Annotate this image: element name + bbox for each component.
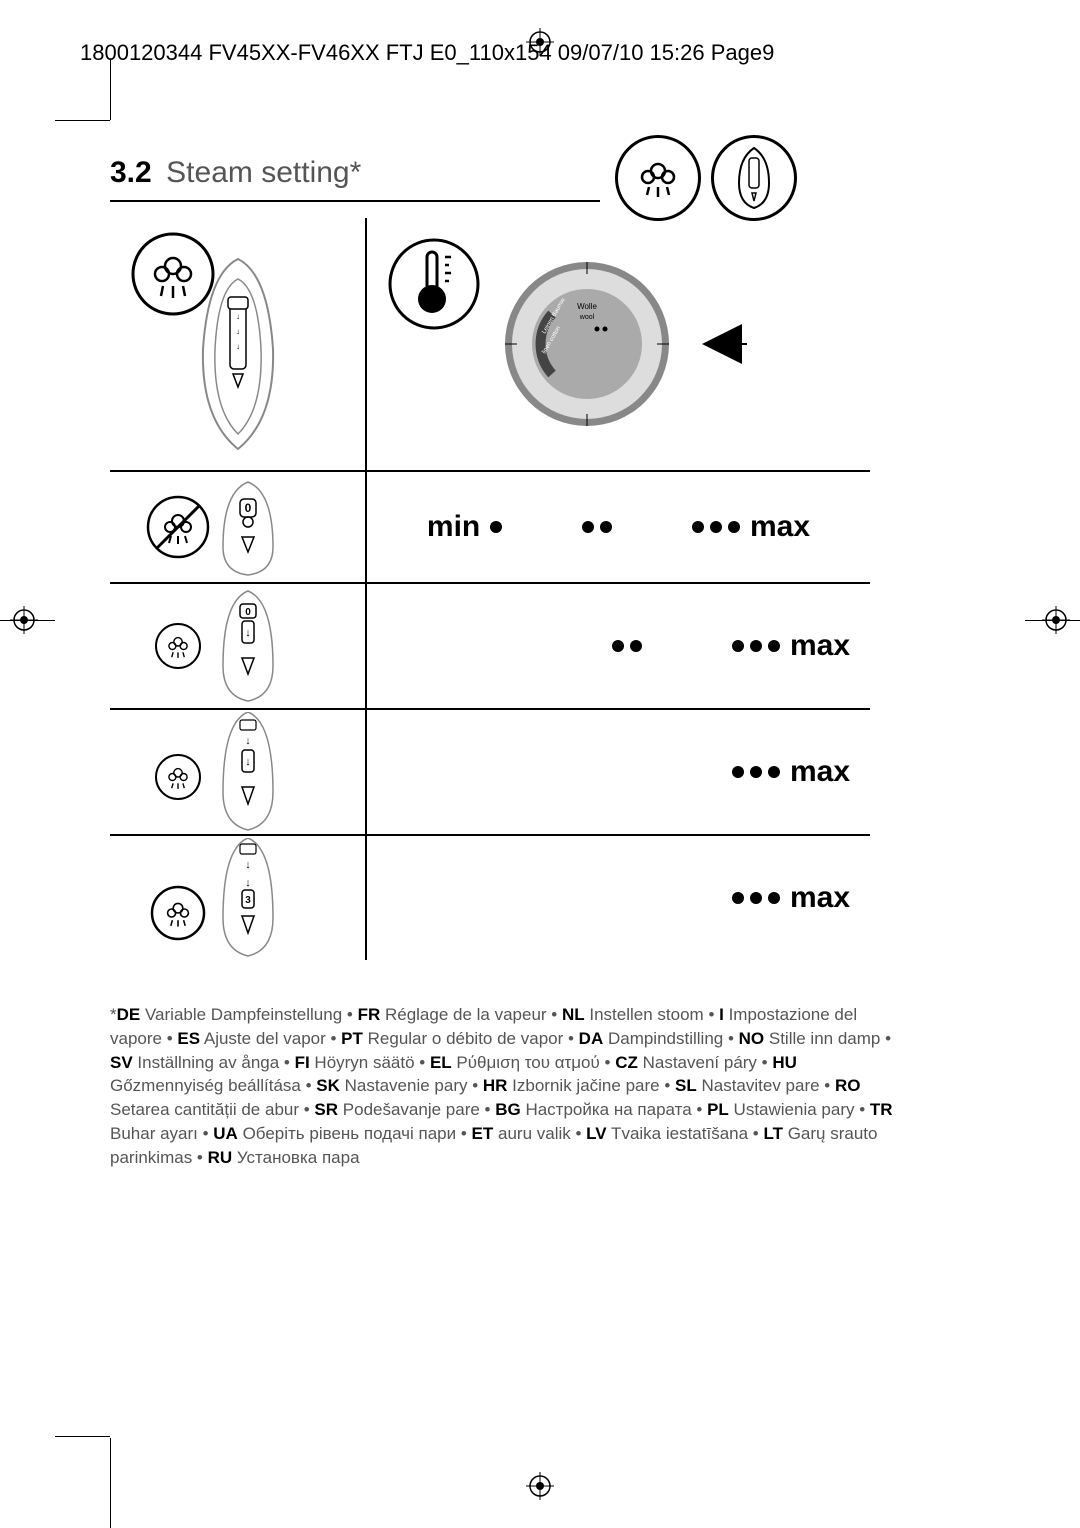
- steam-scale-cell: max: [367, 710, 870, 834]
- svg-text:↓: ↓: [245, 627, 251, 639]
- svg-text:Wolle: Wolle: [577, 302, 597, 311]
- section-heading: 3.2 Steam setting*: [110, 156, 361, 190]
- svg-text:0: 0: [245, 607, 251, 618]
- thermometer-icon: [387, 237, 482, 332]
- section-number: 3.2: [110, 156, 152, 189]
- steam-icon-cell: ↓ ↓: [110, 710, 367, 834]
- min-label-group: min: [427, 510, 502, 544]
- dots-3-icon: [732, 766, 780, 778]
- max-label-group: max: [732, 755, 850, 789]
- steam-scale-cell: min max: [367, 472, 870, 582]
- svg-text:↓: ↓: [236, 312, 240, 321]
- svg-text:3: 3: [245, 895, 251, 906]
- max-label-group: max: [732, 629, 850, 663]
- max-label-group: max: [692, 510, 810, 544]
- arrow-left-icon: [692, 314, 752, 374]
- crop-mark-icon: [55, 1436, 110, 1438]
- table-row: ↓ ↓ max: [110, 710, 870, 836]
- section-title: Steam setting*: [166, 156, 361, 189]
- crop-mark-icon: [55, 120, 110, 122]
- registration-mark-icon: [526, 1472, 554, 1500]
- table-row-header: ↓ ↓ ↓: [110, 218, 870, 472]
- footnote-marker: *: [110, 1005, 117, 1024]
- svg-text:wool: wool: [579, 314, 595, 321]
- max-label: max: [750, 510, 810, 544]
- print-header: 1800120344 FV45XX-FV46XX FTJ E0_110x154 …: [80, 40, 774, 66]
- crop-mark-icon: [110, 1438, 112, 1528]
- table-row: 0 min max: [110, 472, 870, 584]
- iron-top-icon: [711, 135, 797, 221]
- steam-setting-table: ↓ ↓ ↓: [110, 218, 870, 960]
- table-row: 0 ↓ max: [110, 584, 870, 710]
- no-steam-setting-icon: 0: [138, 477, 338, 577]
- dots-3-icon: [692, 521, 740, 533]
- crop-mark-icon: [110, 60, 112, 120]
- svg-text:↓: ↓: [245, 756, 251, 768]
- iron-with-steam-icon: ↓ ↓ ↓: [113, 219, 363, 469]
- dots-3-icon: [732, 892, 780, 904]
- svg-text:↓: ↓: [245, 735, 251, 747]
- dots-3-icon: [732, 640, 780, 652]
- min-label: min: [427, 510, 480, 544]
- svg-text:↓: ↓: [236, 342, 240, 351]
- steam-icon-cell: ↓ ↓ 3: [110, 836, 367, 960]
- steam-icon-cell: 0 ↓: [110, 584, 367, 708]
- dots-2-icon: [582, 521, 612, 533]
- steam-icon-cell: 0: [110, 472, 367, 582]
- max-label: max: [790, 881, 850, 915]
- temperature-dial-cell: Wolle wool Leinen Baumw. linen cotton: [367, 218, 870, 470]
- svg-text:↓: ↓: [245, 877, 251, 889]
- registration-mark-icon: [526, 28, 554, 56]
- steam-icon: [615, 135, 701, 221]
- dots-2-icon: [612, 640, 642, 652]
- table-row: ↓ ↓ 3 max: [110, 836, 870, 960]
- heading-underline: [110, 200, 600, 202]
- svg-text:0: 0: [244, 501, 251, 515]
- translations-footnote: *DE Variable Dampfeinstellung • FR Régla…: [110, 1003, 910, 1170]
- max-label-group: max: [732, 881, 850, 915]
- steam-level-3-icon: ↓ ↓ 3: [138, 838, 338, 958]
- steam-scale-cell: max: [367, 836, 870, 960]
- steam-level-2-icon: ↓ ↓: [138, 712, 338, 832]
- steam-scale-cell: max: [367, 584, 870, 708]
- manual-page: 1800120344 FV45XX-FV46XX FTJ E0_110x154 …: [0, 0, 1080, 1528]
- max-label: max: [790, 629, 850, 663]
- crop-mark-icon: [0, 620, 55, 622]
- max-label: max: [790, 755, 850, 789]
- steam-level-1-icon: 0 ↓: [138, 586, 338, 706]
- svg-text:↓: ↓: [245, 859, 251, 871]
- dots-1-icon: [490, 521, 502, 533]
- crop-mark-icon: [1025, 620, 1080, 622]
- iron-illustration-cell: ↓ ↓ ↓: [110, 218, 367, 470]
- header-icons: [615, 135, 797, 221]
- svg-text:↓: ↓: [236, 327, 240, 336]
- temperature-dial-icon: Wolle wool Leinen Baumw. linen cotton: [497, 254, 677, 434]
